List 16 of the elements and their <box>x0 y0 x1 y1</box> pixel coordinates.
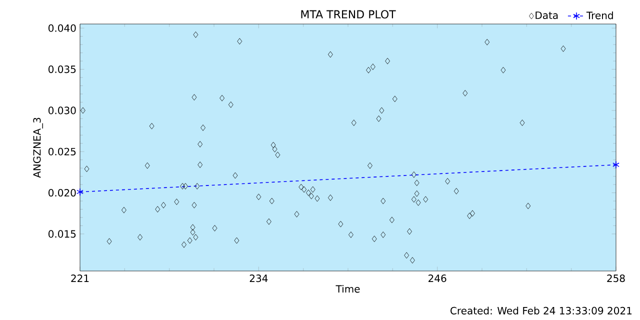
y-tick-label: 0.030 <box>48 106 76 114</box>
chart-title: MTA TREND PLOT <box>301 10 396 18</box>
text: Created: Wed Feb 24 13:33:09 2021 <box>450 306 632 314</box>
y-tick-label: 0.020 <box>48 188 76 197</box>
x-tick-label: 221 <box>71 274 89 282</box>
x-tick-label: 234 <box>250 274 268 282</box>
y-tick-label: 0.035 <box>48 65 76 74</box>
y-tick-label: 0.025 <box>48 148 76 156</box>
x-axis-title: Time <box>336 284 360 293</box>
y-tick-label: 0.040 <box>48 24 76 32</box>
x-tick-label: 246 <box>428 274 446 282</box>
legend-label: Data <box>536 12 558 20</box>
y-tick-label: 0.015 <box>48 230 76 238</box>
legend-label: Trend <box>586 11 613 20</box>
x-tick-label: 258 <box>607 274 625 282</box>
y-axis-title: ANGZNEA_3 <box>33 118 43 178</box>
